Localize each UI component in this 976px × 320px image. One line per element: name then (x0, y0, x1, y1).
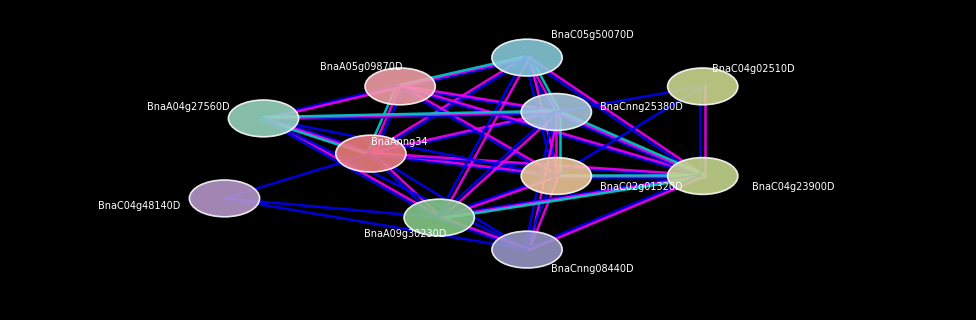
Text: BnaC04g02510D: BnaC04g02510D (712, 64, 795, 74)
Ellipse shape (492, 39, 562, 76)
Text: BnaAnng34: BnaAnng34 (371, 137, 427, 148)
Text: BnaC02g01320D: BnaC02g01320D (600, 182, 683, 192)
Text: BnaA04g27560D: BnaA04g27560D (146, 102, 229, 112)
Text: BnaCnng25380D: BnaCnng25380D (600, 102, 683, 112)
Text: BnaC04g23900D: BnaC04g23900D (752, 182, 834, 192)
Ellipse shape (668, 157, 738, 194)
Text: BnaC05g50070D: BnaC05g50070D (551, 30, 634, 40)
Ellipse shape (492, 231, 562, 268)
Ellipse shape (521, 93, 591, 131)
Ellipse shape (189, 180, 260, 217)
Ellipse shape (336, 135, 406, 172)
Ellipse shape (365, 68, 435, 105)
Ellipse shape (404, 199, 474, 236)
Ellipse shape (228, 100, 299, 137)
Ellipse shape (668, 68, 738, 105)
Text: BnaA05g09870D: BnaA05g09870D (320, 62, 402, 72)
Text: BnaC04g48140D: BnaC04g48140D (99, 201, 181, 212)
Text: BnaCnng08440D: BnaCnng08440D (551, 264, 634, 274)
Ellipse shape (521, 157, 591, 194)
Text: BnaA09g30230D: BnaA09g30230D (364, 229, 446, 239)
